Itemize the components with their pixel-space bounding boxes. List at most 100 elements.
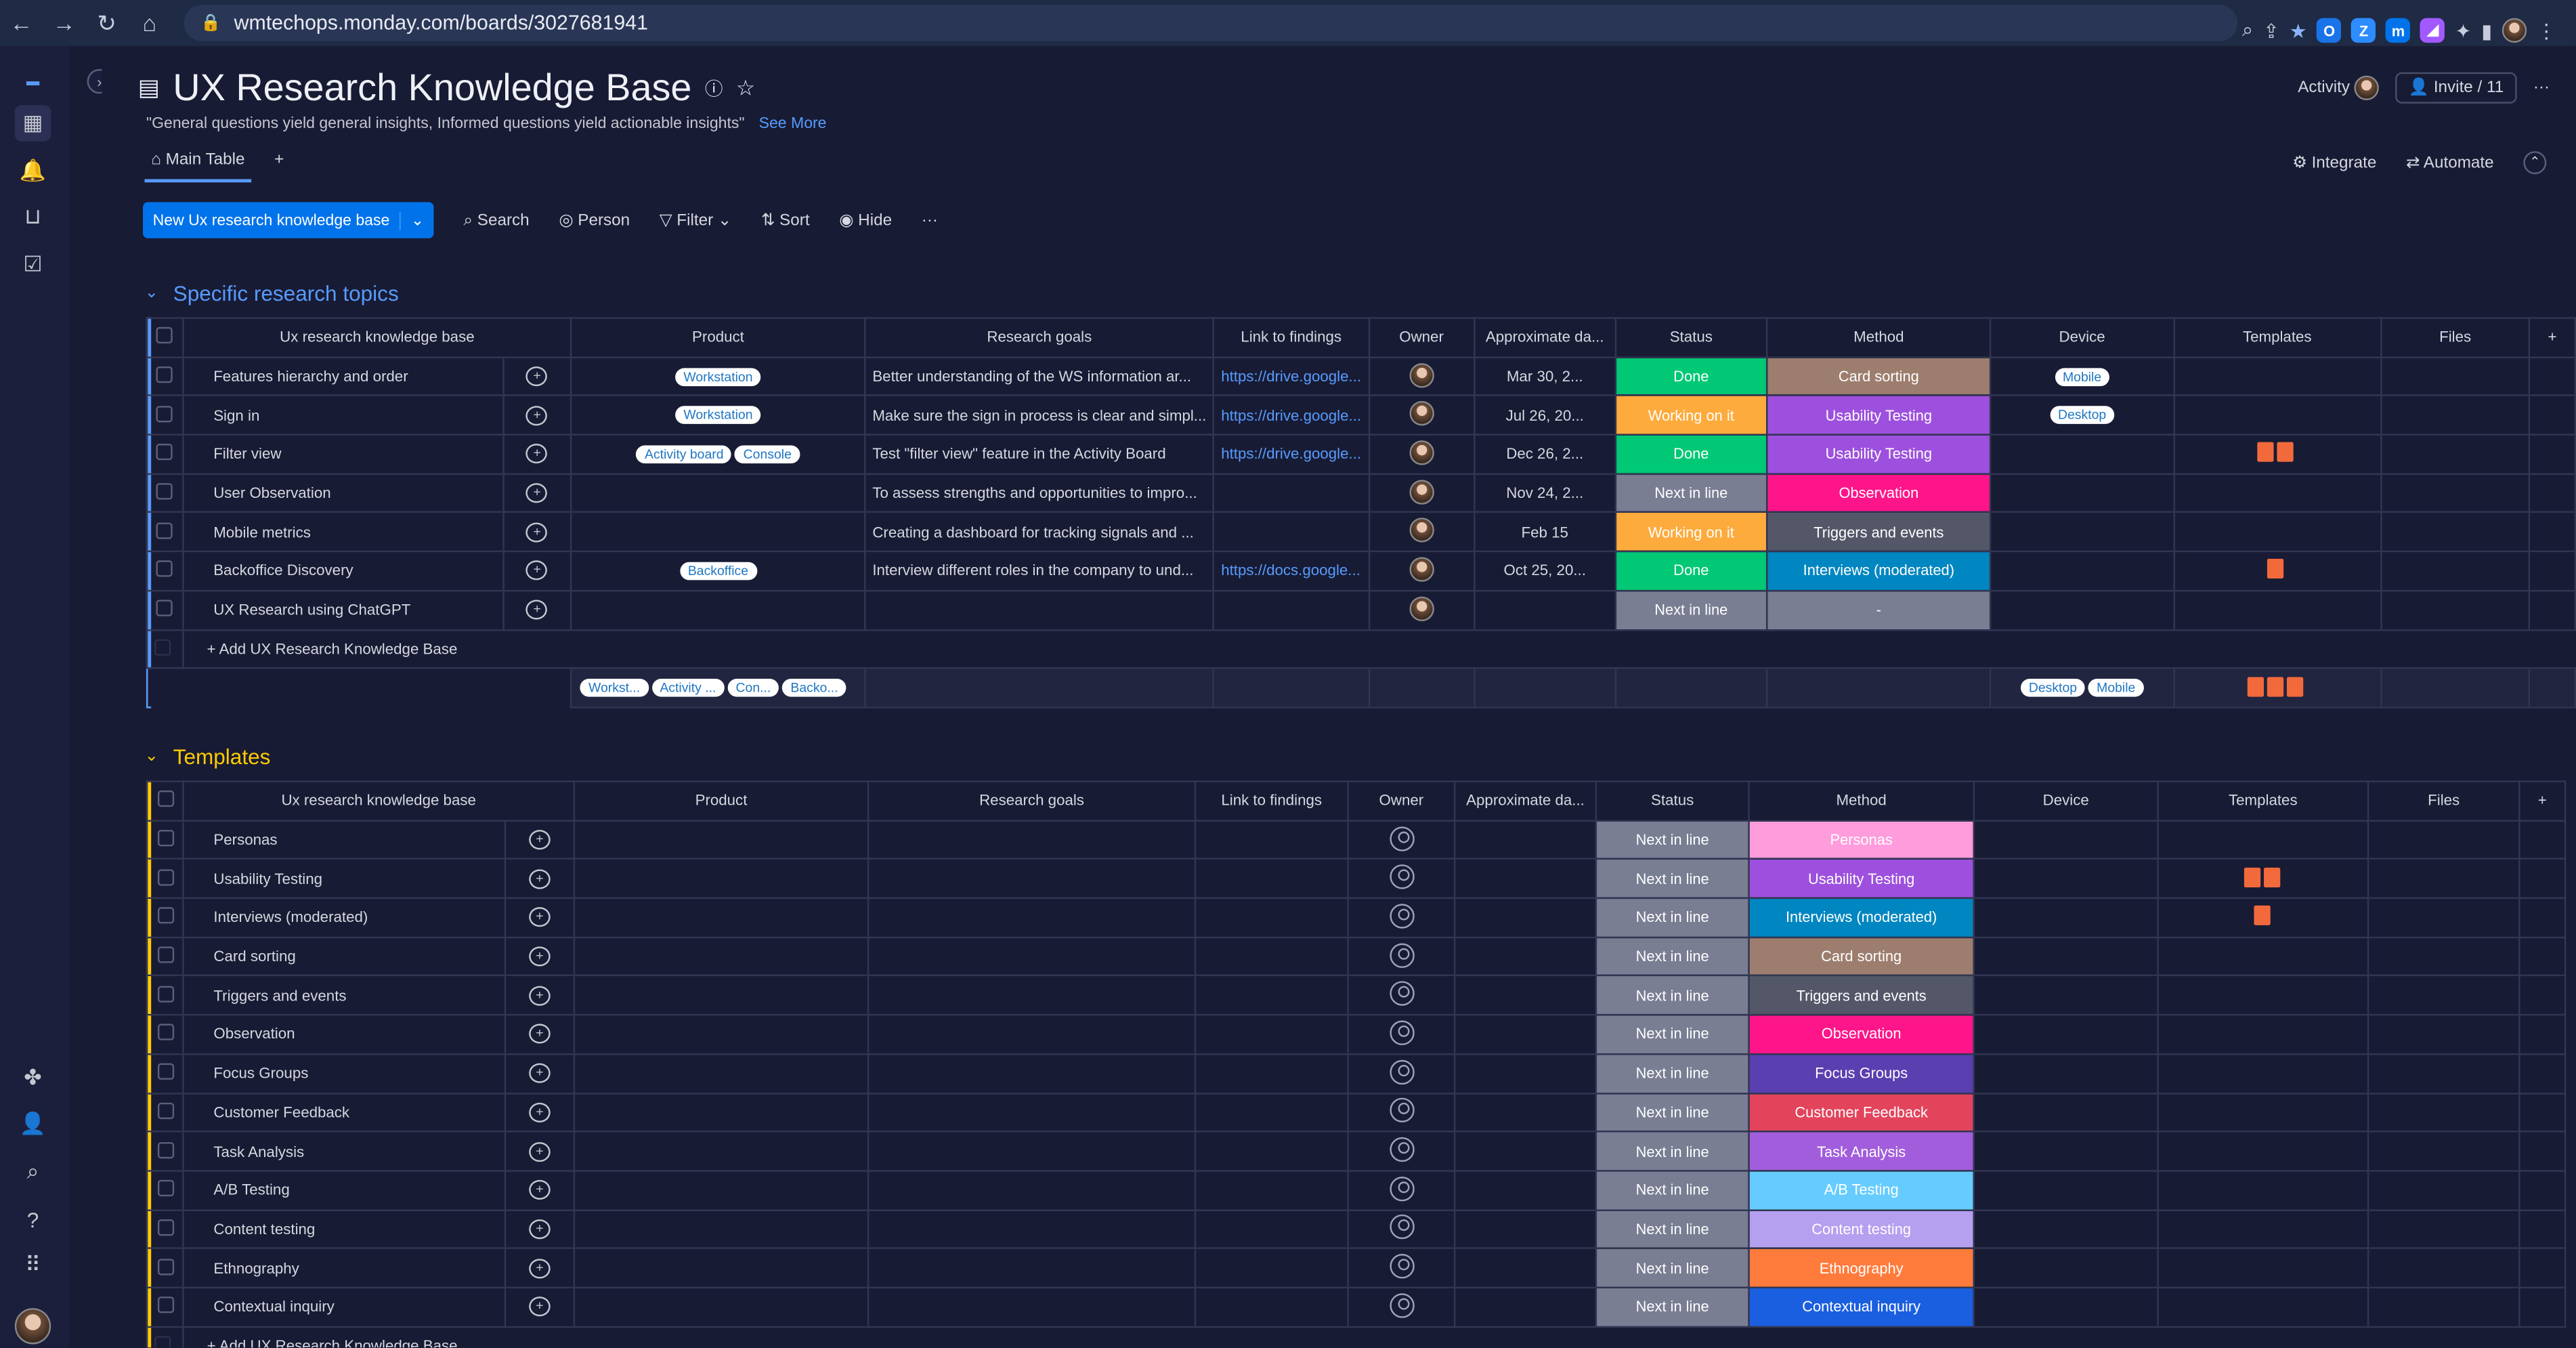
row-checkbox[interactable] [156, 561, 173, 578]
chevron-down-icon[interactable]: ⌄ [399, 211, 434, 230]
status-cell[interactable]: Next in line [1595, 1208, 1750, 1250]
zoom-icon[interactable]: ⌕ [2241, 18, 2254, 41]
files-cell[interactable] [2380, 356, 2531, 397]
method-cell[interactable]: Contextual inquiry [1748, 1286, 1975, 1328]
date-cell[interactable]: Feb 15 [1473, 511, 1616, 553]
date-cell[interactable]: Mar 30, 2... [1473, 356, 1616, 397]
status-cell[interactable]: Next in line [1595, 1131, 1750, 1172]
date-cell[interactable]: Nov 24, 2... [1473, 473, 1616, 513]
owner-avatar[interactable] [1409, 518, 1434, 543]
row-checkbox[interactable] [156, 1297, 173, 1314]
empty-owner-icon[interactable] [1389, 826, 1414, 851]
date-cell[interactable] [1473, 589, 1616, 631]
row-checkbox[interactable] [156, 946, 173, 963]
tag-pill[interactable]: Backoffice [679, 562, 757, 581]
templates-cell[interactable] [2157, 1092, 2369, 1133]
updates-cell[interactable]: + [502, 511, 572, 553]
research-goal-cell[interactable]: Make sure the sign in process is clear a… [864, 395, 1215, 436]
product-cell[interactable] [573, 1092, 870, 1133]
group-header-0[interactable]: ⌄ Specific research topics [144, 281, 398, 306]
row-checkbox[interactable] [156, 908, 173, 925]
column-header[interactable]: Status [1595, 780, 1750, 822]
column-header[interactable]: Templates [2157, 780, 2369, 822]
files-cell[interactable] [2367, 1208, 2520, 1250]
device-cell[interactable] [1973, 858, 2159, 900]
method-cell[interactable]: Usability Testing [1765, 434, 1992, 475]
row-select-cell[interactable] [146, 511, 184, 553]
method-cell[interactable]: Card sorting [1765, 356, 1992, 397]
add-update-icon[interactable]: + [529, 868, 551, 889]
product-cell[interactable]: Workstation [570, 356, 866, 397]
templates-cell[interactable] [2157, 975, 2369, 1016]
files-cell[interactable] [2367, 1170, 2520, 1210]
owner-cell[interactable] [1367, 434, 1476, 475]
device-cell[interactable] [1973, 1170, 2159, 1210]
research-goal-cell[interactable] [867, 897, 1197, 938]
row-select-cell[interactable] [146, 897, 184, 938]
findings-link[interactable] [1194, 1053, 1349, 1094]
status-cell[interactable]: Done [1614, 551, 1768, 591]
conversation-icon[interactable]: + [526, 366, 548, 387]
device-cell[interactable] [1973, 1092, 2159, 1133]
file-icon[interactable] [2277, 442, 2294, 463]
product-cell[interactable] [573, 1131, 870, 1172]
item-name[interactable]: Contextual inquiry [182, 1286, 507, 1328]
device-cell[interactable] [1973, 1286, 2159, 1328]
product-cell[interactable] [570, 589, 866, 631]
conversation-icon[interactable]: + [526, 444, 548, 465]
item-name[interactable]: UX Research using ChatGPT [182, 589, 504, 631]
conversation-icon[interactable]: + [526, 483, 548, 503]
date-cell[interactable]: Dec 26, 2... [1473, 434, 1616, 475]
row-select-cell[interactable] [146, 473, 184, 513]
row-select-cell[interactable] [146, 975, 184, 1016]
owner-cell[interactable] [1347, 1170, 1456, 1210]
updates-cell[interactable]: + [504, 975, 576, 1016]
row-checkbox[interactable] [156, 599, 173, 617]
templates-summary[interactable] [2172, 667, 2382, 709]
row-checkbox[interactable] [156, 1024, 173, 1041]
product-cell[interactable] [573, 1247, 870, 1288]
owner-cell[interactable] [1347, 1247, 1456, 1288]
owner-cell[interactable] [1347, 819, 1456, 860]
method-cell[interactable]: A/B Testing [1748, 1170, 1975, 1210]
files-cell[interactable] [2367, 858, 2520, 900]
table-row[interactable]: Customer Feedback + Next in line Customer F… [146, 1092, 2567, 1133]
device-cell[interactable]: Desktop [1990, 395, 2174, 436]
findings-link[interactable] [1194, 936, 1349, 977]
extension-icon[interactable]: ◢ [2420, 18, 2445, 43]
research-goal-cell[interactable] [867, 975, 1197, 1016]
item-name[interactable]: Triggers and events [182, 975, 507, 1016]
monday-extension-icon[interactable]: m [2386, 18, 2411, 43]
tag-pill[interactable]: Desktop [2020, 679, 2086, 697]
owner-avatar[interactable] [1409, 595, 1434, 621]
column-header[interactable]: Owner [1367, 317, 1476, 358]
group-title[interactable]: Specific research topics [173, 280, 399, 306]
updates-cell[interactable]: + [502, 589, 572, 631]
calendar-icon[interactable]: ☑ [23, 251, 43, 276]
row-select-cell[interactable] [146, 858, 184, 900]
device-cell[interactable] [1973, 1053, 2159, 1094]
person-filter-button[interactable]: ◎ Person [559, 211, 630, 230]
updates-cell[interactable]: + [504, 936, 576, 977]
product-cell[interactable] [573, 1170, 870, 1210]
findings-link[interactable]: https://drive.google... [1213, 434, 1370, 475]
select-all-cell[interactable] [146, 317, 184, 358]
row-checkbox[interactable] [156, 366, 173, 383]
templates-cell[interactable] [2157, 897, 2369, 938]
updates-cell[interactable]: + [504, 858, 576, 900]
row-select-cell[interactable] [146, 1014, 184, 1055]
owner-cell[interactable] [1347, 1014, 1456, 1055]
table-row[interactable]: Contextual inquiry + Next in line Contextua… [146, 1286, 2567, 1328]
row-checkbox[interactable] [156, 1258, 173, 1275]
file-icon[interactable] [2267, 559, 2284, 580]
item-name[interactable]: Personas [182, 819, 507, 860]
research-goal-cell[interactable] [867, 1131, 1197, 1172]
method-cell[interactable]: - [1765, 589, 1992, 631]
tag-pill[interactable]: Activity ... [651, 679, 725, 697]
files-cell[interactable] [2380, 589, 2531, 631]
empty-owner-icon[interactable] [1389, 982, 1414, 1007]
owner-cell[interactable] [1367, 511, 1476, 553]
product-cell[interactable]: Activity board Console [570, 434, 866, 475]
findings-link[interactable] [1194, 975, 1349, 1016]
table-row[interactable]: Content testing + Next in line Content test… [146, 1208, 2567, 1250]
